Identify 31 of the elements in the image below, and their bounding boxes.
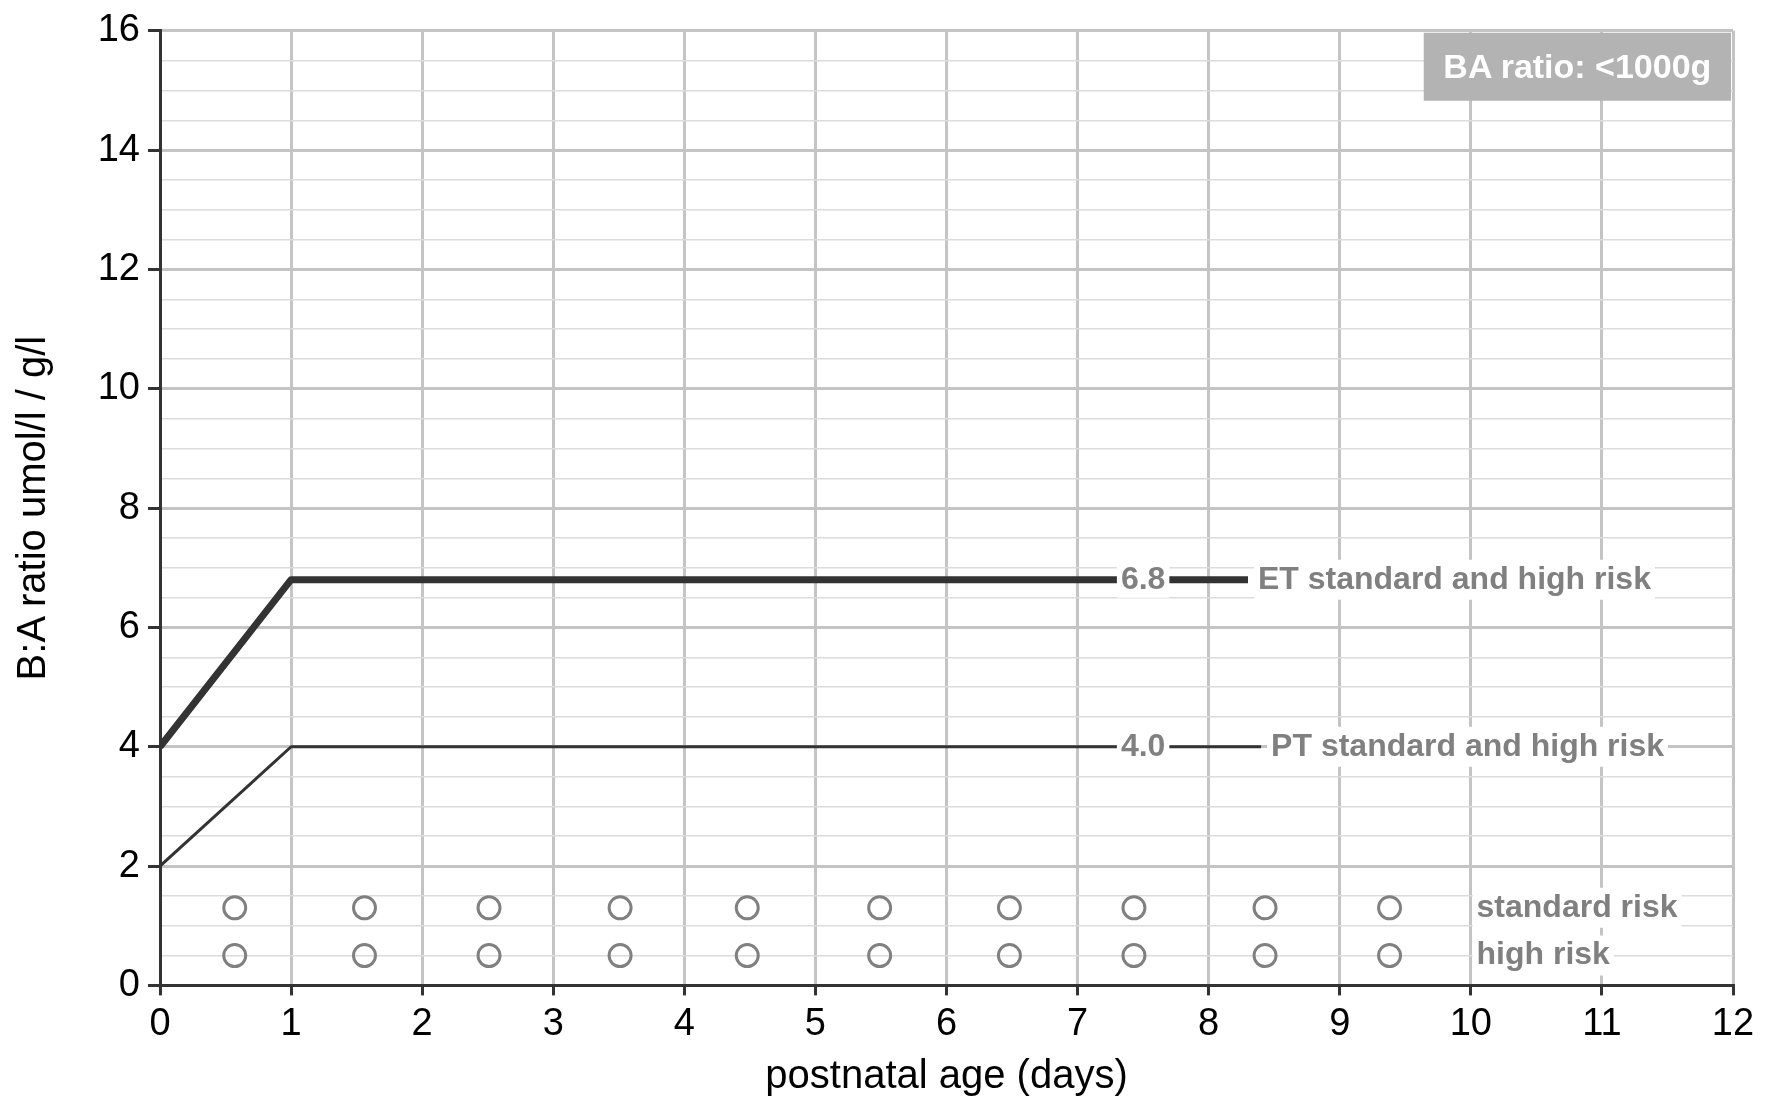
x-tick-label: 10 [1449, 1000, 1492, 1043]
x-tick-label: 12 [1711, 1000, 1755, 1043]
y-axis-title: B:A ratio umol/l / g/l [9, 335, 54, 681]
y-tick-label: 10 [97, 365, 140, 408]
y-tick-label: 12 [97, 245, 140, 288]
x-tick-label: 0 [149, 1000, 171, 1043]
x-tick-label: 5 [804, 1000, 826, 1043]
x-tick-label: 7 [1067, 1000, 1089, 1043]
text: standard risk [1476, 887, 1678, 924]
x-tick-label: 2 [411, 1000, 433, 1043]
y-tick-label: 16 [97, 7, 140, 50]
x-tick-label: 6 [935, 1000, 958, 1043]
y-tick-label: 14 [97, 126, 140, 169]
text: high risk [1476, 935, 1611, 972]
x-tick-label: 11 [1582, 1000, 1622, 1043]
annotation: 4.0 [1120, 726, 1166, 763]
x-axis-title: postnatal age (days) [765, 1052, 1128, 1097]
text: BA ratio: <1000g [1443, 47, 1712, 86]
x-tick-label: 8 [1198, 1000, 1220, 1043]
series-label: PT standard and high risk [1271, 726, 1665, 763]
x-tick-label: 1 [280, 1000, 302, 1043]
annotation: 6.8 [1120, 559, 1166, 596]
y-tick-label: 8 [118, 484, 140, 527]
x-tick-label: 4 [673, 1000, 695, 1043]
x-tick-label: 9 [1329, 1000, 1351, 1043]
y-tick-label: 2 [118, 842, 140, 885]
y-tick-label: 4 [118, 723, 140, 766]
y-tick-label: 0 [118, 961, 140, 1004]
y-tick-label: 6 [118, 603, 140, 646]
x-tick-label: 3 [542, 1000, 564, 1043]
series-label: ET standard and high risk [1257, 559, 1652, 596]
